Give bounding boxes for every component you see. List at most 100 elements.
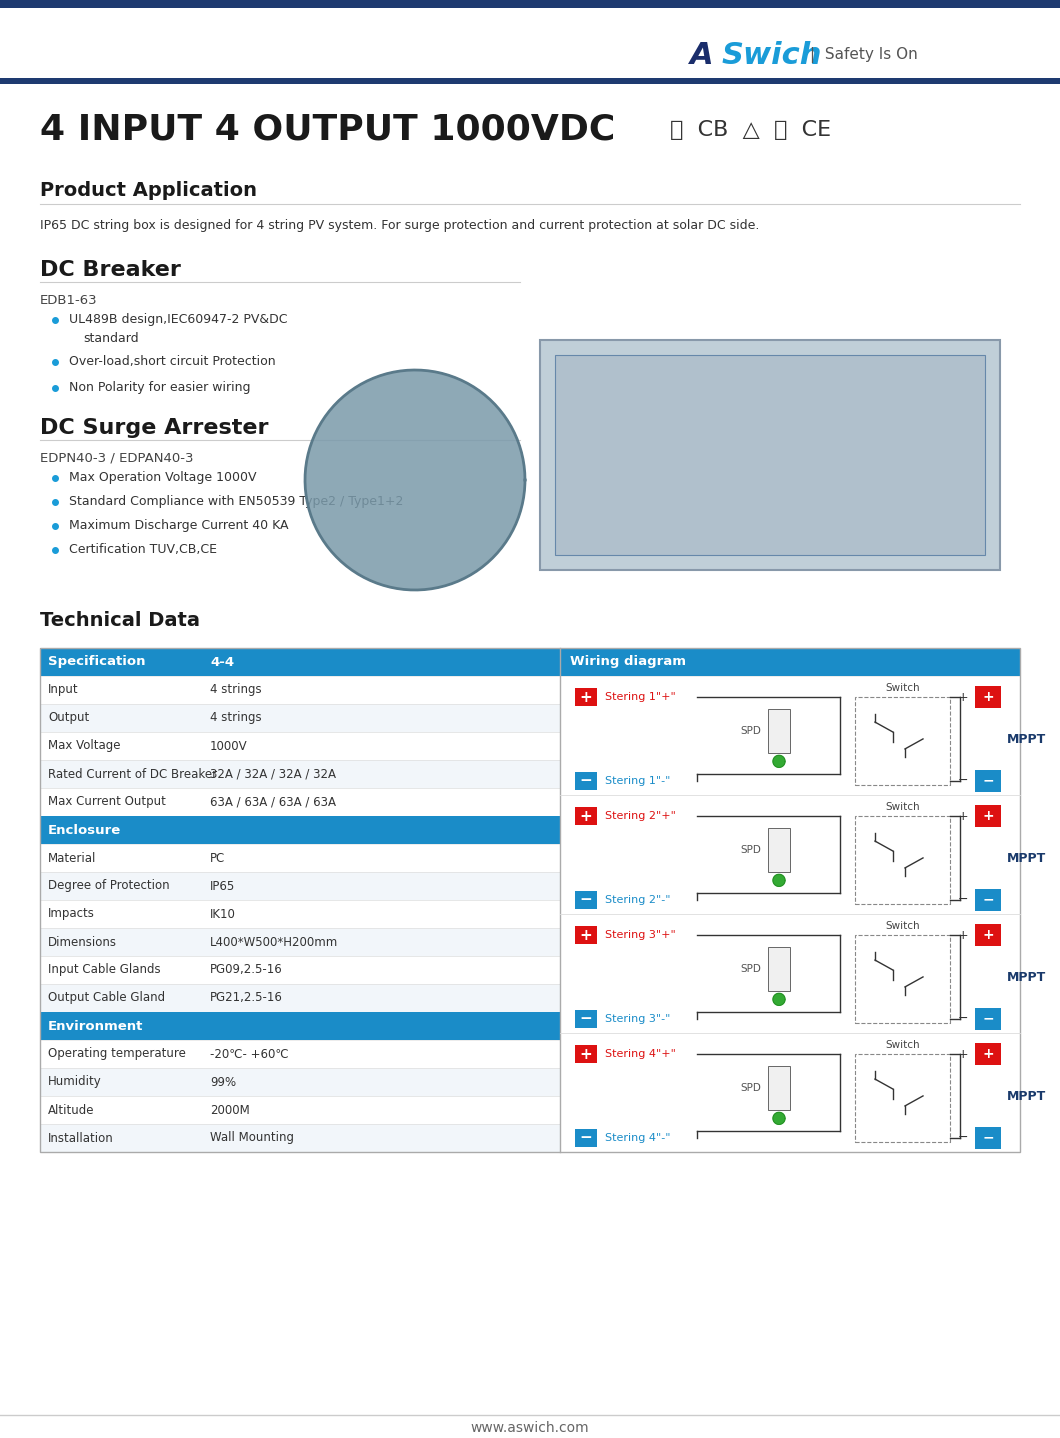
Text: EDPN40-3 / EDPAN40-3: EDPN40-3 / EDPAN40-3 [40,452,194,464]
Text: SPD: SPD [740,846,761,856]
Text: Rated Current of DC Breaker: Rated Current of DC Breaker [48,768,217,781]
Text: Output: Output [48,712,89,725]
Text: −: − [580,774,593,788]
Text: Input: Input [48,683,78,696]
Text: IK10: IK10 [210,907,236,920]
Text: www.aswich.com: www.aswich.com [471,1421,589,1435]
FancyBboxPatch shape [975,1044,1001,1066]
Text: Technical Data: Technical Data [40,611,200,630]
FancyBboxPatch shape [575,772,597,789]
Text: 63A / 63A / 63A / 63A: 63A / 63A / 63A / 63A [210,795,336,808]
FancyBboxPatch shape [768,948,790,991]
FancyBboxPatch shape [40,676,560,705]
FancyBboxPatch shape [40,788,560,815]
FancyBboxPatch shape [768,828,790,873]
Text: Wiring diagram: Wiring diagram [570,656,686,669]
Polygon shape [773,994,785,1005]
Text: A: A [690,40,713,69]
FancyBboxPatch shape [575,689,597,706]
Text: EDB1-63: EDB1-63 [40,293,98,306]
Text: +: + [580,810,593,824]
Text: 32A / 32A / 32A / 32A: 32A / 32A / 32A / 32A [210,768,336,781]
Text: +: + [983,690,994,705]
Text: −: − [958,1012,968,1025]
Text: |  Safety Is On: | Safety Is On [810,47,918,63]
Text: MPPT: MPPT [1007,851,1046,864]
Text: Operating temperature: Operating temperature [48,1047,186,1060]
Text: +: + [580,1047,593,1061]
FancyBboxPatch shape [40,815,560,844]
FancyBboxPatch shape [40,900,560,928]
Text: SPD: SPD [740,1083,761,1093]
FancyBboxPatch shape [555,355,985,555]
Text: Stering 2"-": Stering 2"-" [605,894,671,905]
Polygon shape [773,1113,785,1125]
FancyBboxPatch shape [975,686,1001,709]
FancyBboxPatch shape [40,1040,560,1068]
Text: Switch: Switch [885,802,920,812]
Text: −: − [983,893,994,907]
FancyBboxPatch shape [540,339,1000,569]
Text: −: − [958,774,968,787]
Text: MPPT: MPPT [1007,1090,1046,1103]
Text: Switch: Switch [885,1041,920,1050]
Text: +: + [983,810,994,824]
Text: −: − [580,1130,593,1145]
Text: Stering 1"-": Stering 1"-" [605,775,670,785]
Text: DC Breaker: DC Breaker [40,260,181,280]
Text: 1000V: 1000V [210,739,248,752]
Text: SPD: SPD [740,965,761,975]
Text: +: + [957,690,969,705]
FancyBboxPatch shape [975,769,1001,792]
Text: −: − [580,892,593,907]
Text: MPPT: MPPT [1007,732,1046,745]
Text: Swich: Swich [722,40,823,69]
Text: +: + [983,1047,994,1061]
FancyBboxPatch shape [40,844,560,871]
Text: −: − [983,774,994,788]
Text: Standard Compliance with EN50539 Type2 / Type1+2: Standard Compliance with EN50539 Type2 /… [69,496,404,509]
Text: Non Polarity for easier wiring: Non Polarity for easier wiring [69,381,250,394]
Polygon shape [305,370,525,590]
Text: Stering 4"-": Stering 4"-" [605,1133,671,1143]
Text: Installation: Installation [48,1132,113,1145]
Text: Material: Material [48,851,96,864]
Text: −: − [580,1011,593,1027]
FancyBboxPatch shape [575,1009,597,1028]
FancyBboxPatch shape [975,925,1001,946]
FancyBboxPatch shape [40,984,560,1012]
Text: 4-4: 4-4 [210,656,234,669]
FancyBboxPatch shape [0,0,1060,9]
Text: MPPT: MPPT [1007,971,1046,984]
FancyBboxPatch shape [40,761,560,788]
Polygon shape [773,874,785,886]
FancyBboxPatch shape [575,1129,597,1146]
Text: DC Surge Arrester: DC Surge Arrester [40,418,268,439]
FancyBboxPatch shape [40,649,1020,676]
Text: Dimensions: Dimensions [48,936,117,949]
Text: L400*W500*H200mm: L400*W500*H200mm [210,936,338,949]
Text: Output Cable Gland: Output Cable Gland [48,991,165,1005]
Text: +: + [957,1048,969,1061]
FancyBboxPatch shape [768,1067,790,1110]
FancyBboxPatch shape [40,1068,560,1096]
Text: +: + [983,929,994,942]
Text: Product Application: Product Application [40,181,257,200]
Text: −: − [983,1130,994,1145]
Text: 2000M: 2000M [210,1103,250,1116]
Text: Specification: Specification [48,656,145,669]
Text: Enclosure: Enclosure [48,824,121,837]
Text: PG21,2.5-16: PG21,2.5-16 [210,991,283,1005]
Text: Stering 3"+": Stering 3"+" [605,930,676,940]
FancyBboxPatch shape [768,709,790,754]
Text: 99%: 99% [210,1076,236,1089]
Text: +: + [957,810,969,823]
FancyBboxPatch shape [575,807,597,825]
Text: −: − [983,1012,994,1025]
Text: Environment: Environment [48,1020,143,1032]
Text: −: − [958,1132,968,1145]
FancyBboxPatch shape [40,1012,560,1040]
FancyBboxPatch shape [40,956,560,984]
Text: Max Current Output: Max Current Output [48,795,165,808]
Text: Switch: Switch [885,683,920,693]
